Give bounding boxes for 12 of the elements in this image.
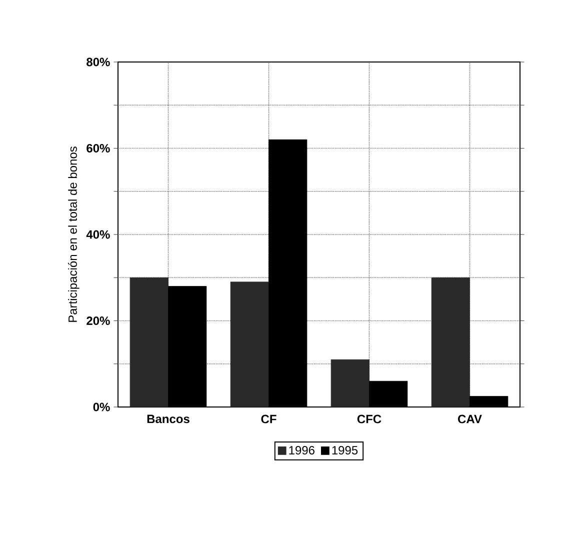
y-tick-label: 80% [86, 58, 110, 66]
y-tick-label: 20% [86, 316, 110, 325]
x-tick-label: CAV [458, 414, 482, 424]
y-tick-label: 0% [93, 402, 110, 412]
legend-label: 1996 [289, 446, 314, 454]
x-tick-label: CF [261, 414, 276, 424]
y-tick-label: 60% [86, 144, 110, 152]
legend-label: 1995 [332, 446, 358, 454]
y-tick-label: 40% [86, 230, 110, 239]
x-tick-label: Bancos [147, 414, 190, 424]
x-tick-label: CFC [357, 414, 382, 424]
y-axis-title: Participación en el total de bonos [68, 146, 80, 322]
